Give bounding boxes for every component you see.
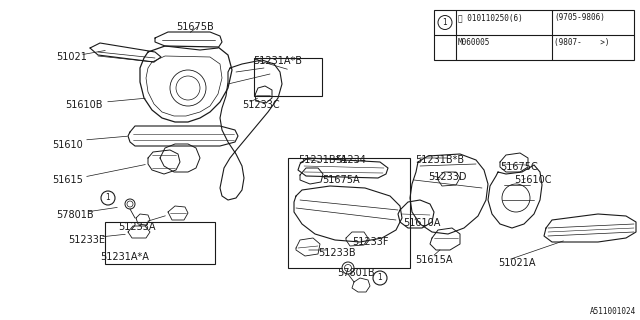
Text: 57801B: 57801B (56, 210, 93, 220)
Text: (9705-9806): (9705-9806) (554, 13, 605, 22)
Text: 51233F: 51233F (352, 237, 388, 247)
Text: 57801B: 57801B (337, 268, 374, 278)
Text: 51675A: 51675A (322, 175, 360, 185)
Text: 1: 1 (443, 18, 447, 27)
Text: Ⓑ 010110250(6): Ⓑ 010110250(6) (458, 13, 523, 22)
Text: 51233B: 51233B (318, 248, 356, 258)
Text: 51675C: 51675C (500, 162, 538, 172)
Text: 51610A: 51610A (403, 218, 440, 228)
Text: 1: 1 (106, 194, 110, 203)
Text: 51234: 51234 (335, 155, 366, 165)
Text: 51610C: 51610C (514, 175, 552, 185)
Text: M060005: M060005 (458, 38, 490, 47)
Circle shape (125, 199, 135, 209)
Text: (9807-    >): (9807- >) (554, 38, 609, 47)
Bar (105, 222, 215, 264)
Text: 51231A*B: 51231A*B (253, 56, 302, 66)
Text: 51231B*A: 51231B*A (298, 155, 347, 165)
Text: 51610B: 51610B (65, 100, 102, 110)
Bar (434, 10, 634, 60)
Text: 51615A: 51615A (415, 255, 452, 265)
Text: 51233A: 51233A (118, 222, 156, 232)
Text: 51233E: 51233E (68, 235, 105, 245)
Text: 51231A*A: 51231A*A (100, 252, 149, 262)
Text: 51021: 51021 (56, 52, 87, 62)
Bar (288, 158, 410, 268)
Text: 51610: 51610 (52, 140, 83, 150)
Text: 1: 1 (378, 274, 382, 283)
Text: 51615: 51615 (52, 175, 83, 185)
Circle shape (342, 262, 354, 274)
Text: 51231B*B: 51231B*B (415, 155, 464, 165)
Bar (254, 58, 322, 96)
Text: 51233C: 51233C (242, 100, 280, 110)
Text: 51675B: 51675B (176, 22, 214, 32)
Text: A511001024: A511001024 (589, 307, 636, 316)
Text: 51233D: 51233D (428, 172, 467, 182)
Text: 51021A: 51021A (498, 258, 536, 268)
